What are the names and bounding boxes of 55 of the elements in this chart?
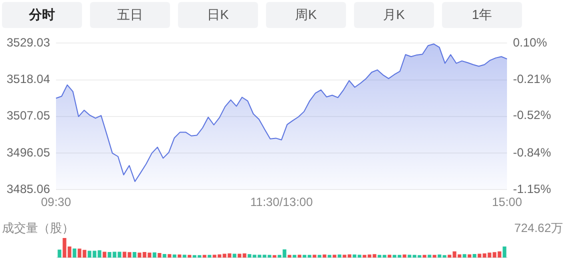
bar bbox=[468, 254, 472, 258]
bar bbox=[472, 254, 476, 258]
x-tick-label: 11:30/13:00 bbox=[250, 195, 314, 210]
bar bbox=[132, 252, 136, 258]
text: 月K bbox=[354, 2, 434, 28]
bar bbox=[462, 254, 466, 258]
bar bbox=[232, 254, 236, 258]
bar bbox=[432, 254, 436, 258]
bar bbox=[332, 254, 336, 258]
x-tick-label: 15:00 bbox=[492, 195, 522, 210]
x-tick-label: 09:30 bbox=[40, 195, 72, 210]
bar bbox=[172, 254, 176, 258]
bar bbox=[322, 254, 326, 258]
bar bbox=[402, 254, 406, 258]
bar bbox=[188, 254, 192, 258]
text: 日K bbox=[178, 2, 258, 28]
y2-tick-label: -1.15% bbox=[513, 182, 552, 196]
bar bbox=[422, 254, 426, 258]
bar bbox=[168, 254, 172, 258]
text: 1年 bbox=[442, 2, 522, 28]
bar bbox=[502, 246, 506, 258]
y2-tick-label: -0.84% bbox=[513, 146, 552, 160]
y-tick-label: 3518.04 bbox=[6, 72, 50, 86]
bar bbox=[72, 248, 76, 258]
bar bbox=[208, 254, 212, 258]
text: 五日 bbox=[90, 2, 170, 28]
y2-tick-label: -0.52% bbox=[513, 108, 552, 122]
bar bbox=[202, 254, 206, 258]
y-tick-label: 3496.05 bbox=[6, 145, 50, 160]
text: 分时 bbox=[2, 2, 82, 28]
bar bbox=[288, 254, 292, 258]
bar bbox=[158, 252, 162, 258]
bar bbox=[318, 254, 322, 258]
bar bbox=[102, 252, 106, 258]
bar bbox=[338, 254, 342, 258]
bar bbox=[182, 254, 186, 258]
bar bbox=[428, 254, 432, 258]
text: 周K bbox=[266, 2, 346, 28]
bar bbox=[178, 254, 182, 258]
bar bbox=[292, 254, 296, 258]
bar bbox=[152, 252, 156, 258]
chart-title: 成交量（股） bbox=[2, 220, 74, 237]
y-tick-label: 3529.03 bbox=[6, 36, 50, 50]
text: 724.62万 bbox=[514, 221, 563, 235]
bar bbox=[58, 250, 62, 258]
bar bbox=[312, 254, 316, 258]
bar bbox=[162, 254, 166, 258]
bar bbox=[388, 254, 392, 258]
y2-tick-label: -0.21% bbox=[513, 72, 552, 86]
bar bbox=[328, 254, 332, 258]
y2-tick-label: 0.10% bbox=[513, 36, 548, 50]
y-tick-label: 3485.06 bbox=[6, 182, 50, 196]
bar bbox=[272, 255, 276, 258]
y-tick-label: 3507.05 bbox=[6, 108, 50, 123]
bar bbox=[298, 254, 302, 258]
